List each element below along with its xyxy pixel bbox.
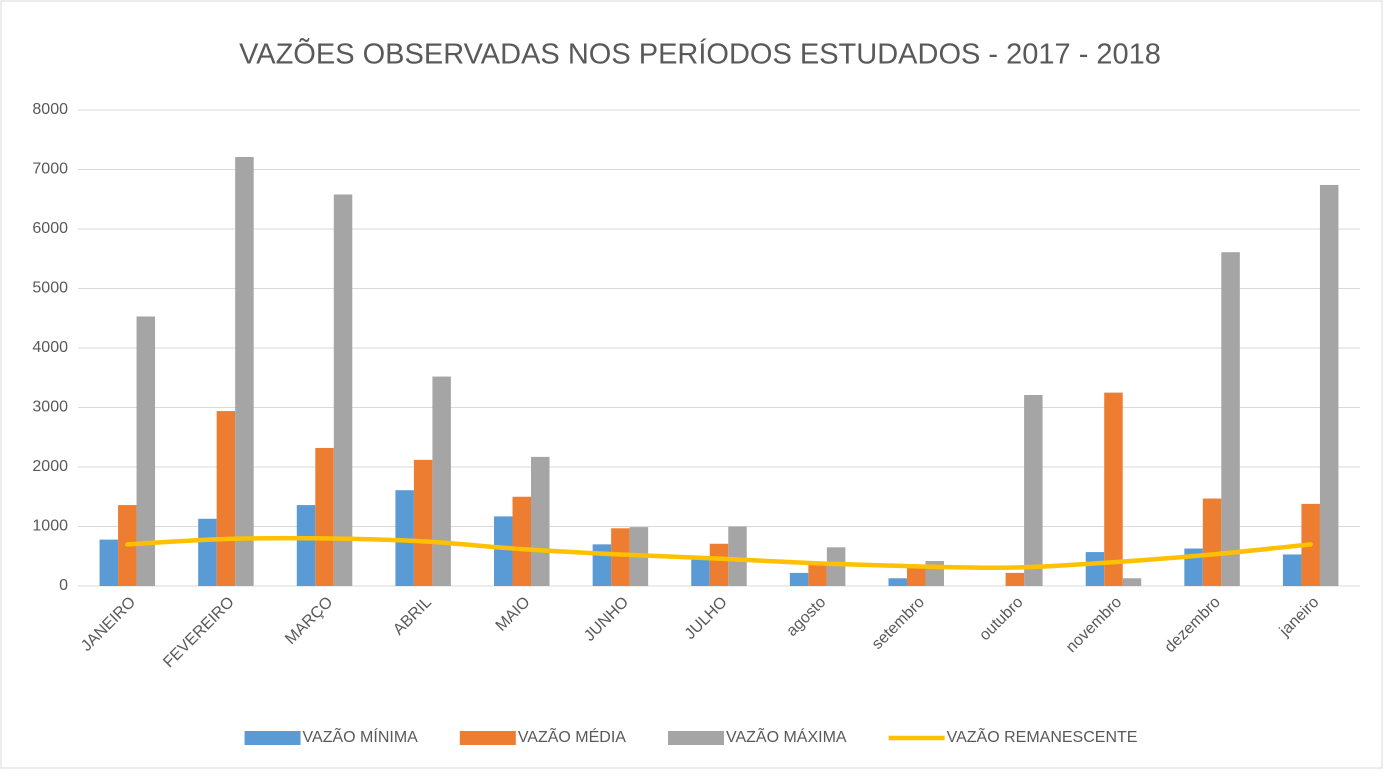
- bar: [1024, 395, 1043, 586]
- bar: [611, 528, 630, 586]
- bar: [235, 157, 254, 586]
- bar: [808, 562, 827, 586]
- bar: [1122, 578, 1142, 586]
- bar: [1221, 252, 1240, 586]
- legend-label: VAZÃO MÁXIMA: [726, 726, 847, 746]
- bar: [494, 516, 513, 586]
- bar: [1282, 554, 1302, 586]
- bar: [592, 544, 612, 586]
- bar: [888, 578, 907, 586]
- legend-label: VAZÃO REMANESCENTE: [947, 726, 1138, 746]
- y-tick-label: 4000: [32, 339, 68, 356]
- y-tick-label: 7000: [32, 161, 68, 178]
- line: [125, 535, 1313, 571]
- chart-title: VAZÕES OBSERVADAS NOS PERÍODOS ESTUDADOS…: [239, 37, 1161, 71]
- bar: [789, 572, 809, 586]
- y-tick-label: 2000: [32, 458, 68, 475]
- bar: [1085, 552, 1105, 586]
- bar: [99, 539, 119, 586]
- bar: [432, 376, 451, 586]
- legend-swatch: [244, 731, 301, 745]
- y-tick-label: 3000: [32, 399, 68, 416]
- bar: [198, 518, 217, 586]
- bar: [315, 447, 334, 586]
- bar: [709, 543, 729, 586]
- bar: [826, 547, 846, 586]
- bar: [1319, 184, 1339, 586]
- legend-label: VAZÃO MÉDIA: [518, 726, 626, 746]
- bar: [136, 316, 156, 586]
- y-tick-label: 8000: [32, 101, 68, 118]
- legend-swatch: [459, 731, 516, 745]
- bar: [691, 559, 710, 586]
- y-tick-label: 0: [59, 577, 68, 594]
- legend-swatch: [667, 731, 724, 745]
- y-tick-label: 5000: [32, 280, 68, 297]
- bar: [1202, 498, 1222, 586]
- bar: [333, 194, 353, 587]
- bar: [531, 456, 550, 586]
- bar: [906, 566, 926, 586]
- y-tick-label: 1000: [32, 518, 68, 535]
- bar: [413, 459, 433, 586]
- bar: [512, 496, 532, 586]
- y-tick-label: 6000: [32, 220, 68, 237]
- bar: [728, 526, 747, 586]
- bar: [296, 505, 316, 586]
- bar: [216, 411, 236, 586]
- bar: [395, 490, 414, 586]
- legend-label: VAZÃO MÍNIMA: [303, 726, 419, 746]
- bar: [1104, 392, 1123, 586]
- bar: [1005, 572, 1025, 586]
